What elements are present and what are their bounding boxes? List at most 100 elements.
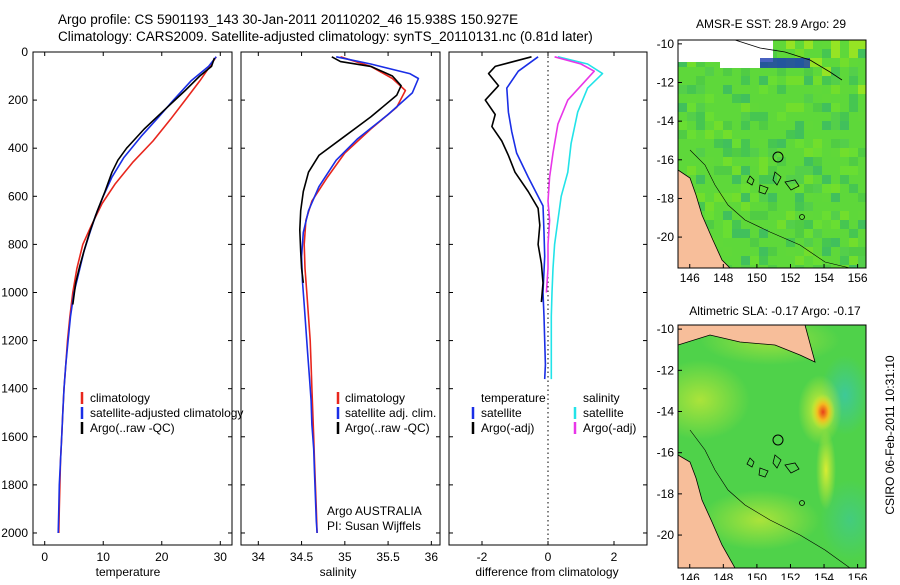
sst-pixel: [732, 193, 741, 202]
sst-pixel: [741, 175, 750, 184]
sst-pixel: [804, 40, 813, 49]
sst-pixel: [705, 157, 714, 166]
sst-pixel: [804, 238, 813, 247]
sst-pixel: [768, 166, 777, 175]
sst-pixel: [831, 193, 840, 202]
sst-pixel: [786, 247, 795, 256]
sst-pixel: [795, 193, 804, 202]
sst-pixel: [678, 58, 687, 67]
sst-pixel: [795, 256, 804, 265]
sst-pixel: [696, 121, 705, 130]
sst-pixel: [759, 184, 768, 193]
sst-pixel: [822, 175, 831, 184]
sst-pixel: [714, 121, 723, 130]
sst-pixel: [858, 40, 866, 49]
sst-pixel: [696, 202, 705, 211]
legend-temp-argo: Argo(-adj): [481, 421, 534, 435]
sst-pixel: [723, 139, 732, 148]
salinity-axis-label: salinity: [320, 565, 357, 579]
map-x-tick-label: 156: [848, 271, 868, 285]
x-tick-label: 35.5: [376, 550, 400, 564]
sst-pixel: [831, 220, 840, 229]
reef-marker: [799, 214, 805, 220]
legend-satellite-adjusted: satellite-adjusted climatology: [90, 406, 243, 420]
sst-pixel: [723, 211, 732, 220]
legend-argo-raw: Argo(..raw -QC): [345, 421, 430, 435]
sst-pixel: [822, 94, 831, 103]
sst-pixel: [687, 112, 696, 121]
x-tick-label: -2: [477, 550, 488, 564]
sst-pixel: [858, 193, 866, 202]
map-y-tick-label: -18: [657, 487, 675, 501]
sst-pixel: [723, 130, 732, 139]
sst-pixel: [849, 229, 858, 238]
sst-pixel: [768, 265, 777, 268]
sst-pixel: [813, 139, 822, 148]
sst-pixel: [687, 94, 696, 103]
x-tick-label: 2: [611, 550, 618, 564]
sst-pixel: [804, 76, 813, 85]
series-line-red: [58, 56, 217, 534]
sst-pixel: [741, 256, 750, 265]
sst-pixel: [804, 229, 813, 238]
sst-pixel: [696, 103, 705, 112]
sst-pixel: [696, 175, 705, 184]
sst-pixel: [849, 238, 858, 247]
sst-pixel: [822, 247, 831, 256]
sst-pixel: [723, 166, 732, 175]
sst-pixel: [822, 103, 831, 112]
sst-pixel: [831, 76, 840, 85]
sst-pixel: [795, 184, 804, 193]
sst-pixel: [831, 112, 840, 121]
sst-pixel: [759, 85, 768, 94]
sst-pixel: [732, 94, 741, 103]
depth-tick-label: 1000: [1, 285, 28, 299]
sst-pixel: [759, 166, 768, 175]
sst-pixel: [840, 220, 849, 229]
sst-pixel: [777, 157, 786, 166]
series-line-blue: [57, 56, 217, 534]
sst-pixel: [687, 103, 696, 112]
sst-pixel: [705, 202, 714, 211]
salinity-legend: climatology satellite adj. clim. Argo(..…: [336, 391, 436, 435]
sst-pixel: [858, 112, 866, 121]
sst-pixel: [759, 193, 768, 202]
sst-pixel: [813, 148, 822, 157]
temperature-axis-label: temperature: [96, 565, 161, 579]
x-tick-label: 10: [97, 550, 111, 564]
sst-pixel: [858, 229, 866, 238]
sst-pixel: [759, 256, 768, 265]
sst-pixel: [849, 247, 858, 256]
sst-pixel: [831, 211, 840, 220]
sst-pixel: [741, 229, 750, 238]
map-y-tick-label: -20: [657, 528, 675, 542]
legend-temp-satellite: satellite: [481, 406, 522, 420]
sst-pixel: [804, 121, 813, 130]
sst-pixel: [777, 148, 786, 157]
sst-pixel: [795, 265, 804, 268]
sst-pixel: [759, 229, 768, 238]
map-x-tick-label: 152: [780, 271, 800, 285]
sst-map-frame: [677, 39, 867, 269]
sst-pixel: [804, 94, 813, 103]
sst-pixel: [723, 247, 732, 256]
sst-pixel: [750, 265, 759, 268]
sst-pixel: [759, 139, 768, 148]
sst-pixel: [804, 211, 813, 220]
sst-pixel: [750, 112, 759, 121]
sst-pixel: [741, 166, 750, 175]
sst-pixel: [822, 184, 831, 193]
sst-pixel: [687, 85, 696, 94]
depth-tick-label: 0: [21, 45, 28, 59]
sst-pixel: [732, 148, 741, 157]
sst-pixel: [795, 229, 804, 238]
sst-pixel: [840, 175, 849, 184]
sst-pixel: [768, 247, 777, 256]
temperature-panel: 0 10 20 30: [41, 52, 227, 564]
sst-pixel: [822, 49, 831, 58]
x-tick-label: 30: [214, 550, 228, 564]
sst-pixel: [759, 112, 768, 121]
sst-pixel: [849, 94, 858, 103]
map-x-tick-label: 150: [747, 571, 767, 580]
depth-tick-label: 1600: [1, 430, 28, 444]
